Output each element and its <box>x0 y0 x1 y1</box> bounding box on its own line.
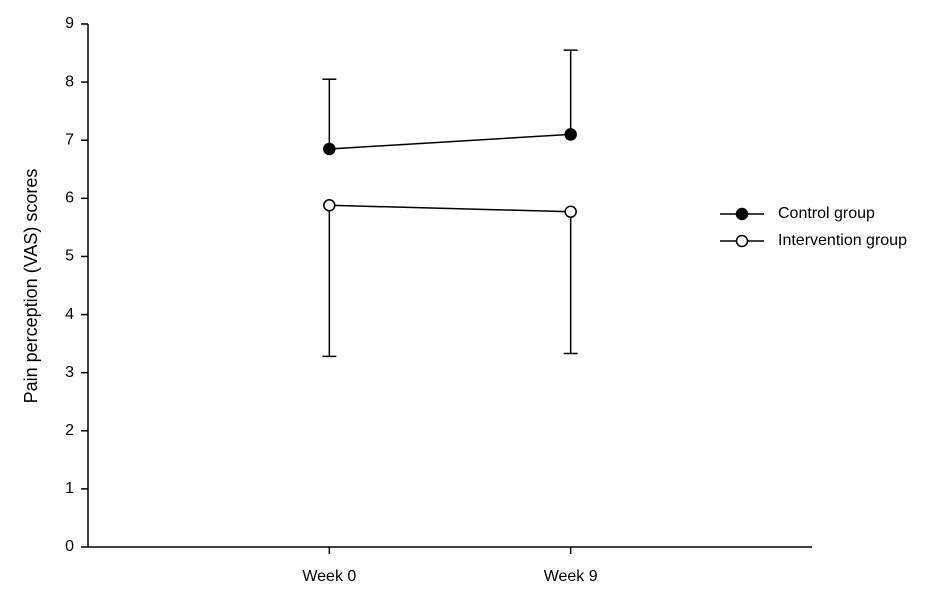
y-tick-label: 0 <box>65 538 74 555</box>
error-bar <box>322 78 337 149</box>
legend-label: Control group <box>778 205 875 222</box>
error-bar <box>563 49 578 135</box>
y-tick-label: 9 <box>65 15 74 32</box>
y-tick-label: 5 <box>65 248 74 265</box>
y-tick-label: 3 <box>65 364 74 381</box>
legend-marker <box>735 234 749 248</box>
y-tick-label: 1 <box>65 480 74 497</box>
x-tick-label: Week 9 <box>544 568 598 585</box>
legend-label: Intervention group <box>778 232 907 249</box>
marker <box>564 128 577 141</box>
y-tick-label: 7 <box>65 131 74 148</box>
error-bar <box>322 205 337 358</box>
x-tick-label: Week 0 <box>302 568 356 585</box>
series-line <box>329 133 571 150</box>
series-line <box>329 204 571 213</box>
marker <box>323 142 336 156</box>
y-tick-label: 8 <box>65 73 74 90</box>
y-tick-label: 4 <box>65 306 74 323</box>
y-tick-label: 6 <box>65 190 74 207</box>
error-bar <box>563 211 578 355</box>
marker <box>564 205 577 218</box>
y-axis-label: Pain perception (VAS) scores <box>21 169 41 404</box>
legend-marker <box>735 207 749 221</box>
marker <box>323 199 336 212</box>
y-tick-label: 2 <box>65 422 74 439</box>
